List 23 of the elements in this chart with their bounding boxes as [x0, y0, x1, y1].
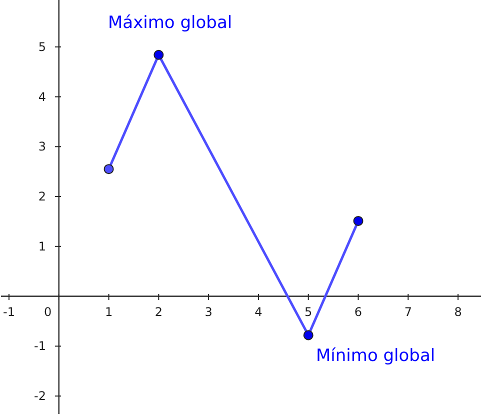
point	[303, 330, 314, 340]
x-tick-label: -1	[3, 305, 15, 319]
x-tick-label: 0	[44, 305, 52, 319]
y-tick-label: 1	[38, 239, 46, 254]
y-tick-label: -2	[34, 389, 46, 404]
point	[353, 216, 364, 226]
y-tick-label: -1	[34, 339, 46, 354]
x-tick-label: 3	[204, 305, 212, 319]
x-tick-label: 2	[154, 305, 162, 319]
x-tick-label: 7	[404, 305, 412, 319]
x-tick-label: 6	[354, 305, 362, 319]
point	[154, 50, 164, 60]
x-tick-label: 5	[304, 305, 312, 319]
x-tick-label: 1	[104, 305, 113, 319]
y-tick-label: 3	[38, 140, 46, 154]
annotation: Mínimo global	[316, 346, 436, 366]
y-tick-label: 2	[38, 190, 46, 204]
x-tick-label: 8	[454, 305, 462, 319]
y-tick-label: 5	[38, 40, 46, 54]
y-tick-label: 4	[38, 90, 46, 104]
x-tick-label: 4	[254, 305, 262, 319]
annotation: Máximo global	[108, 13, 232, 33]
point	[104, 164, 114, 174]
